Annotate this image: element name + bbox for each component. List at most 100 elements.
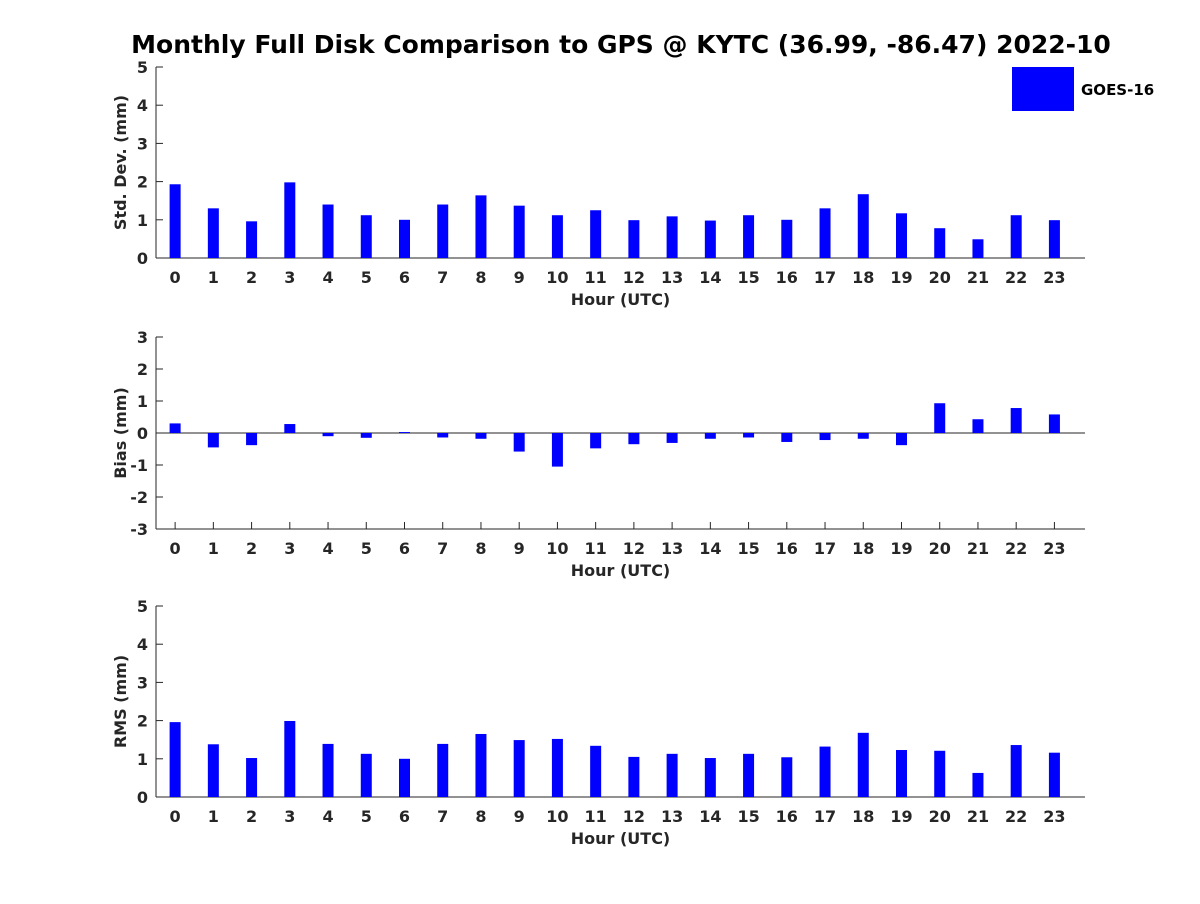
bar <box>284 424 296 433</box>
x-tick-label: 18 <box>852 539 874 558</box>
x-tick-label: 12 <box>623 539 645 558</box>
x-tick-label: 11 <box>585 539 607 558</box>
bar <box>857 433 869 439</box>
x-tick-label: 17 <box>814 539 836 558</box>
y-tick-label: 1 <box>137 750 148 769</box>
x-tick-label: 22 <box>1005 807 1027 826</box>
bar <box>207 208 219 258</box>
x-tick-label: 9 <box>514 268 525 287</box>
y-tick-label: 3 <box>137 134 148 153</box>
bar <box>972 772 984 797</box>
x-tick-label: 2 <box>246 268 257 287</box>
x-tick-label: 0 <box>170 268 181 287</box>
x-tick-label: 2 <box>246 807 257 826</box>
y-axis-label: RMS (mm) <box>111 655 130 748</box>
x-tick-label: 12 <box>623 807 645 826</box>
bar <box>781 757 793 797</box>
x-axis-label: Hour (UTC) <box>571 561 671 580</box>
bar <box>857 732 869 797</box>
y-tick-label: 1 <box>137 211 148 230</box>
bar <box>1048 414 1060 433</box>
y-axis-label: Bias (mm) <box>111 387 130 479</box>
y-tick-label: 3 <box>137 328 148 347</box>
y-tick-label: 2 <box>137 712 148 731</box>
y-tick-label: 0 <box>137 424 148 443</box>
x-tick-label: 5 <box>361 807 372 826</box>
bar <box>628 220 640 258</box>
y-axis-label: Std. Dev. (mm) <box>111 95 130 230</box>
x-tick-label: 14 <box>699 268 721 287</box>
y-tick-label: 1 <box>137 392 148 411</box>
bar <box>704 433 716 439</box>
bar <box>895 750 907 797</box>
bar <box>322 433 334 437</box>
x-tick-label: 12 <box>623 268 645 287</box>
x-tick-label: 0 <box>170 807 181 826</box>
x-tick-label: 16 <box>776 539 798 558</box>
y-tick-label: 0 <box>137 788 148 807</box>
bar <box>819 433 831 441</box>
bar <box>819 208 831 258</box>
bar <box>628 433 640 445</box>
x-tick-label: 13 <box>661 539 683 558</box>
x-tick-label: 8 <box>475 539 486 558</box>
bar <box>360 215 372 258</box>
x-tick-label: 11 <box>585 268 607 287</box>
bar <box>666 753 678 797</box>
x-tick-label: 14 <box>699 807 721 826</box>
bar <box>322 204 334 258</box>
x-tick-label: 1 <box>208 807 219 826</box>
bar <box>628 756 640 797</box>
x-tick-label: 3 <box>284 539 295 558</box>
x-tick-label: 21 <box>967 539 989 558</box>
bar <box>590 745 602 797</box>
bar <box>1048 752 1060 797</box>
x-tick-label: 19 <box>890 807 912 826</box>
x-tick-label: 20 <box>929 268 951 287</box>
bar <box>246 221 258 258</box>
bar <box>857 194 869 258</box>
x-tick-label: 9 <box>514 807 525 826</box>
bar <box>704 758 716 797</box>
y-tick-label: 2 <box>137 173 148 192</box>
bar <box>1048 220 1060 258</box>
x-tick-label: 7 <box>437 268 448 287</box>
x-tick-label: 16 <box>776 268 798 287</box>
bar <box>513 433 525 452</box>
x-axis-label: Hour (UTC) <box>571 829 671 848</box>
y-tick-label: 2 <box>137 360 148 379</box>
bar <box>743 433 755 438</box>
x-tick-label: 21 <box>967 268 989 287</box>
bar <box>972 419 984 433</box>
bar <box>169 722 181 797</box>
y-tick-label: -2 <box>130 488 148 507</box>
bar <box>1010 408 1022 433</box>
x-tick-label: 19 <box>890 268 912 287</box>
x-tick-label: 1 <box>208 268 219 287</box>
bar <box>475 433 487 439</box>
bar <box>398 432 410 433</box>
x-tick-label: 18 <box>852 268 874 287</box>
bar <box>475 733 487 797</box>
x-tick-label: 16 <box>776 807 798 826</box>
bar <box>437 743 449 797</box>
x-axis-label: Hour (UTC) <box>571 290 671 309</box>
bar <box>1010 215 1022 258</box>
legend-label: GOES-16 <box>1081 81 1154 99</box>
x-tick-label: 15 <box>737 807 759 826</box>
bar <box>551 433 563 467</box>
x-tick-label: 1 <box>208 539 219 558</box>
bar <box>666 216 678 258</box>
bar <box>895 213 907 258</box>
x-tick-label: 6 <box>399 268 410 287</box>
bar <box>743 215 755 258</box>
y-tick-label: 4 <box>137 96 148 115</box>
bar <box>322 743 334 797</box>
x-tick-label: 22 <box>1005 268 1027 287</box>
x-tick-label: 5 <box>361 539 372 558</box>
x-tick-label: 0 <box>170 539 181 558</box>
x-tick-label: 10 <box>546 807 568 826</box>
x-tick-label: 3 <box>284 807 295 826</box>
bar <box>284 182 296 258</box>
